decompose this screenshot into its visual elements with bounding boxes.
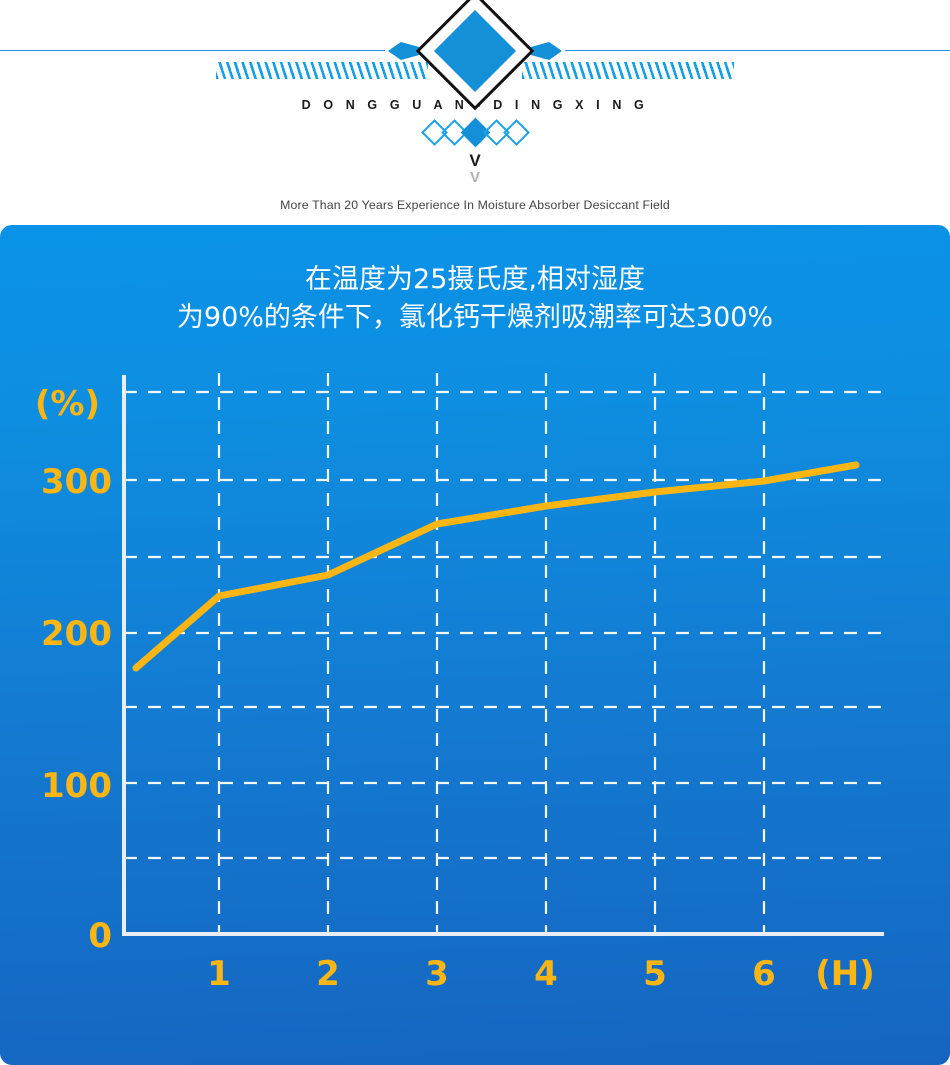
y-tick-100: 100 xyxy=(41,766,112,806)
panel-title-line-2: 为90%的条件下，氯化钙干燥剂吸潮率可达300% xyxy=(176,302,774,334)
header-tagline: More Than 20 Years Experience In Moistur… xyxy=(280,198,670,212)
x-tick-2: 2 xyxy=(316,954,340,994)
hatch-pattern-left xyxy=(216,62,428,79)
diamond-ornament-row xyxy=(0,117,950,148)
chevron-down-dark-icon: V xyxy=(469,151,481,170)
panel-title: 在温度为25摄氏度,相对湿度 为90%的条件下，氯化钙干燥剂吸潮率可达300% xyxy=(0,261,950,338)
brand-name: D O N G G U A N - D I N G X I N G xyxy=(301,98,649,112)
chart-panel: 在温度为25摄氏度,相对湿度 为90%的条件下，氯化钙干燥剂吸潮率可达300% xyxy=(0,225,950,1065)
absorption-rate-line-chart: (%) 300 200 100 0 1 2 3 4 5 6 (H) xyxy=(0,225,950,1065)
header-rule-left xyxy=(0,50,385,51)
x-tick-4: 4 xyxy=(534,954,558,994)
chart-svg: (%) 300 200 100 0 1 2 3 4 5 6 (H) xyxy=(35,373,884,994)
x-tick-3: 3 xyxy=(425,954,449,994)
header-rule-right xyxy=(565,50,950,51)
y-tick-200: 200 xyxy=(41,614,112,654)
hatch-pattern-right xyxy=(522,62,734,79)
horizontal-gridlines xyxy=(124,390,882,860)
absorption-rate-line xyxy=(132,461,860,672)
chevron-down-gray-icon: V xyxy=(469,169,480,186)
vertical-gridlines xyxy=(217,373,766,932)
page-header: D O N G G U A N - D I N G X I N G V V Mo… xyxy=(0,0,950,225)
x-tick-1: 1 xyxy=(207,954,231,994)
y-tick-0: 0 xyxy=(88,916,112,956)
diamond-hollow-icon xyxy=(502,119,530,146)
y-axis-unit-label: (%) xyxy=(35,384,100,424)
panel-title-line-1: 在温度为25摄氏度,相对湿度 xyxy=(305,264,645,295)
x-tick-5: 5 xyxy=(643,954,667,994)
y-tick-300: 300 xyxy=(41,462,112,502)
x-tick-6: 6 xyxy=(752,954,776,994)
chart-axes xyxy=(122,375,884,936)
x-axis-unit-label: (H) xyxy=(815,954,875,994)
